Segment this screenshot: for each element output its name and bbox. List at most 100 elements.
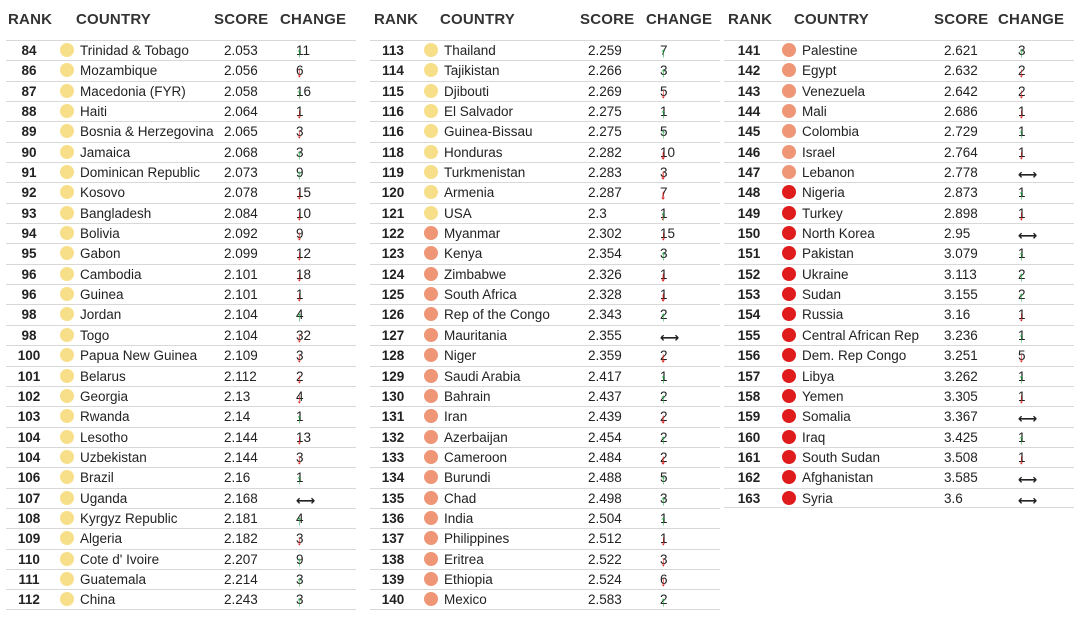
score-cell: 2.488 — [588, 470, 622, 486]
table-row: 104 Uzbekistan 2.144 ↓ 3 — [6, 446, 356, 467]
country-cell: Guinea-Bissau — [444, 124, 533, 140]
arrow-down-icon: ↓ — [296, 329, 303, 345]
rank-cell: 147 — [737, 165, 761, 181]
change-cell: ↑ 9 — [296, 552, 304, 569]
rank-cell: 142 — [737, 63, 761, 79]
change-value: 9 — [296, 165, 304, 181]
change-cell: ↑ 9 — [296, 165, 304, 182]
country-cell: Dominican Republic — [80, 165, 201, 181]
score-cell: 2.259 — [588, 43, 622, 58]
change-value: 2 — [1018, 83, 1026, 99]
risk-level-dot-icon — [60, 205, 74, 220]
risk-level-dot-icon — [60, 63, 74, 78]
change-cell: ↓ 1 — [1018, 206, 1026, 223]
risk-level-dot-icon — [424, 449, 438, 464]
change-cell: ↓ ↓ 7 — [660, 185, 668, 203]
change-cell: ↓ 3 — [296, 124, 304, 141]
change-value: 18 — [296, 266, 312, 282]
arrow-down-icon: ↓ — [660, 85, 667, 101]
score-cell: 2.099 — [224, 246, 258, 262]
rank-cell: 114 — [382, 63, 404, 79]
change-value: 2 — [1018, 287, 1026, 303]
change-value: 3 — [660, 490, 668, 506]
table-row: 94 Bolivia 2.092 ↓ 9 — [6, 223, 356, 243]
country-cell: Thailand — [444, 43, 496, 58]
arrow-down-icon: ↓ — [296, 228, 303, 244]
country-cell: Mauritania — [444, 327, 508, 343]
change-cell: ↑ 2 — [660, 592, 668, 609]
score-cell: 2.144 — [224, 449, 258, 465]
arrow-down-icon: ↓ — [1018, 146, 1025, 162]
risk-level-dot-icon — [424, 144, 438, 159]
score-cell: 3.305 — [944, 388, 978, 404]
arrow-down-icon: ↓ — [660, 411, 667, 427]
risk-level-dot-icon — [782, 348, 796, 363]
country-cell: North Korea — [802, 226, 875, 242]
rank-cell: 104 — [17, 449, 41, 465]
arrow-down-icon: ↓ — [296, 248, 303, 264]
change-cell: ↓ ↑ 1 — [660, 206, 668, 223]
unchanged-arrow-icon: ⟷ — [1018, 472, 1038, 488]
rank-cell: 144 — [737, 104, 761, 120]
risk-level-dot-icon — [782, 409, 796, 424]
thin-arrow-down-icon: ↓ — [660, 188, 666, 203]
table-row: 145 Colombia 2.729 ↑ 1 — [724, 121, 1074, 141]
rank-cell: 106 — [17, 470, 41, 486]
country-cell: Sudan — [802, 287, 842, 303]
country-cell: Venezuela — [802, 83, 866, 99]
rank-cell: 110 — [18, 551, 40, 567]
table-row: 146 Israel 2.764 ↓ 1 — [724, 141, 1074, 162]
risk-level-dot-icon — [782, 144, 796, 159]
country-cell: Djibouti — [444, 83, 490, 99]
score-cell: 2.522 — [588, 551, 622, 567]
country-cell: Myanmar — [444, 226, 501, 242]
change-value: 1 — [296, 287, 304, 303]
arrow-up-icon: ↑ — [296, 146, 303, 162]
risk-level-dot-icon — [782, 124, 796, 139]
table-row: 153 Sudan 3.155 ↑ 2 — [724, 284, 1074, 304]
table-row: 118 Honduras 2.282 ↓ ↓ 10 — [370, 141, 720, 162]
rank-cell: 98 — [21, 327, 37, 343]
rank-cell: 155 — [737, 327, 761, 343]
table-row: 128 Niger 2.359 ↓ ↓ 2 — [370, 345, 720, 365]
change-value: 13 — [296, 429, 312, 445]
arrow-down-icon: ↓ — [660, 187, 667, 203]
score-cell: 2.056 — [224, 63, 258, 79]
change-value: 3 — [660, 551, 668, 567]
change-cell: ↓ 1 — [296, 287, 304, 304]
rank-cell: 104 — [17, 429, 41, 445]
change-cell: ↑ 5 — [660, 470, 668, 487]
risk-level-dot-icon — [782, 470, 796, 485]
score-cell: 2.182 — [224, 531, 258, 547]
change-value: 1 — [296, 104, 304, 120]
column-header: RANK COUNTRY SCORE CHANGE — [6, 0, 356, 40]
rank-cell: 116 — [382, 124, 404, 140]
change-value: 3 — [296, 449, 304, 465]
country-cell: Palestine — [802, 43, 858, 58]
arrow-down-icon: ↓ — [660, 228, 667, 244]
score-cell: 2.168 — [224, 490, 258, 506]
table-row: 138 Eritrea 2.522 ↓ 3 — [370, 548, 720, 569]
country-cell: Guinea — [80, 287, 124, 303]
table-row: 157 Libya 3.262 ↑ 1 — [724, 365, 1074, 386]
rank-cell: 146 — [737, 144, 761, 160]
rank-cell: 94 — [21, 226, 37, 242]
change-value: 2 — [660, 429, 668, 445]
table-row: 109 Algeria 2.182 ↓ 3 — [6, 528, 356, 548]
change-value: 5 — [1018, 348, 1026, 364]
score-cell: 2.417 — [588, 368, 622, 384]
rank-cell: 131 — [381, 409, 405, 425]
table-row: 130 Bahrain 2.437 ↑ 2 — [370, 385, 720, 406]
risk-level-dot-icon — [60, 83, 74, 98]
score-cell: 2.621 — [944, 43, 978, 58]
country-cell: Rep of the Congo — [444, 307, 550, 323]
risk-level-dot-icon — [424, 83, 438, 98]
change-cell: ↑ 4 — [296, 307, 304, 324]
arrow-up-icon: ↑ — [296, 472, 303, 488]
rank-cell: 107 — [17, 490, 41, 506]
change-cell: ↓ ↓ 1 — [660, 267, 668, 284]
change-value: 1 — [1018, 124, 1026, 140]
country-cell: Iraq — [802, 429, 826, 445]
table-row: 161 South Sudan 3.508 ↓ 1 — [724, 446, 1074, 467]
risk-level-dot-icon — [424, 409, 438, 424]
